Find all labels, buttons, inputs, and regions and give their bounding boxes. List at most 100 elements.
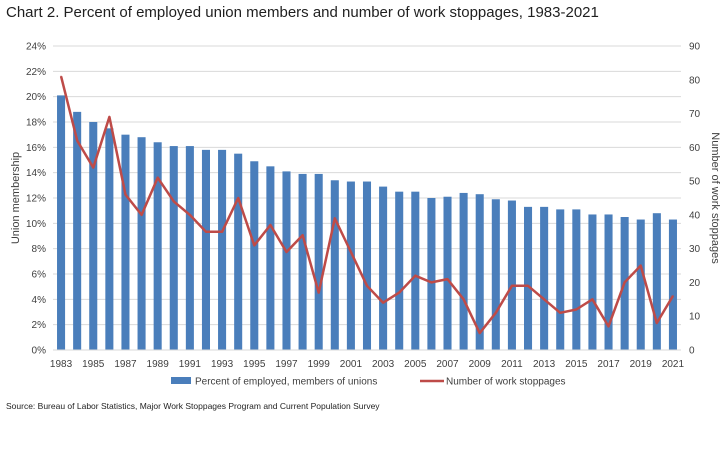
bar [411, 191, 420, 350]
legend-line-label: Number of work stoppages [446, 377, 566, 388]
line-point [140, 214, 143, 216]
y-tick-label: 22% [26, 67, 46, 78]
line-point [124, 193, 127, 196]
y-tick-label: 10% [26, 219, 46, 230]
source-note: Source: Bureau of Labor Statistics, Majo… [6, 401, 380, 411]
bar [652, 213, 661, 350]
bar [540, 206, 549, 350]
x-tick-label: 2019 [630, 359, 653, 370]
line-point [559, 312, 562, 314]
x-tick-label: 1995 [243, 359, 266, 370]
legend-bar-label: Percent of employed, members of unions [195, 377, 377, 388]
x-tick-label: 1999 [308, 359, 331, 370]
y-tick-label: 18% [26, 118, 46, 129]
bar [298, 173, 307, 350]
bar [636, 219, 645, 350]
x-tick-label: 2013 [533, 359, 556, 370]
bar [459, 192, 468, 350]
bar [524, 206, 533, 350]
y2-tick-label: 10 [689, 312, 701, 323]
line-point [108, 116, 111, 118]
line-point [366, 285, 368, 287]
line-point [156, 176, 159, 179]
bar [266, 166, 275, 350]
x-tick-label: 1997 [275, 359, 298, 370]
bar [427, 198, 436, 350]
bar [443, 196, 452, 350]
bar [153, 142, 162, 350]
x-tick-label: 1987 [114, 359, 137, 370]
line-point [462, 298, 465, 301]
bar [169, 146, 178, 350]
y-tick-label: 20% [26, 92, 46, 103]
line-point [189, 214, 191, 216]
bar [379, 186, 388, 350]
line-point [269, 224, 272, 226]
bar [668, 219, 677, 350]
y-tick-label: 8% [32, 244, 47, 255]
line-point [205, 230, 207, 233]
x-tick-label: 2017 [597, 359, 620, 370]
line-point [575, 308, 578, 311]
y-tick-label: 14% [26, 168, 46, 179]
bar [89, 122, 98, 350]
bar [282, 171, 291, 350]
line-point [414, 274, 417, 277]
y-tick-label: 16% [26, 143, 46, 154]
bar [330, 180, 339, 350]
bar [491, 199, 500, 350]
x-tick-label: 2011 [501, 359, 523, 370]
y-axis-title: Union membership [10, 152, 22, 244]
chart-title: Chart 2. Percent of employed union membe… [6, 4, 599, 21]
bar [556, 209, 565, 350]
bar [73, 111, 82, 350]
y2-tick-label: 70 [689, 109, 701, 120]
line-point [623, 281, 626, 284]
x-tick-label: 2003 [372, 359, 395, 370]
line-point [478, 332, 481, 334]
line-point [237, 197, 239, 199]
bar [395, 191, 404, 350]
x-tick-label: 1991 [179, 359, 202, 370]
line-point [446, 278, 449, 280]
x-tick-label: 2005 [404, 359, 427, 370]
line-point [672, 295, 674, 297]
legend-bar-swatch [171, 377, 191, 384]
bar [507, 200, 516, 350]
bar [604, 214, 613, 350]
line-point [639, 264, 642, 267]
line-point [221, 230, 223, 233]
line-point [172, 200, 175, 203]
line-point [607, 325, 610, 328]
bar [121, 134, 130, 350]
bar [185, 146, 194, 350]
bar [137, 137, 146, 350]
x-tick-label: 2007 [436, 359, 459, 370]
y2-tick-label: 30 [689, 244, 701, 255]
line-point [511, 285, 513, 287]
line-point [333, 217, 336, 220]
x-tick-label: 2021 [662, 359, 685, 370]
line-point [92, 166, 95, 169]
y-tick-label: 6% [32, 270, 47, 281]
y2-tick-label: 40 [689, 210, 701, 221]
bar-series [57, 95, 677, 351]
bar [588, 214, 597, 350]
bar [105, 128, 114, 350]
x-tick-label: 1989 [147, 359, 170, 370]
line-point [591, 298, 594, 301]
line-point [398, 291, 401, 294]
line-point [301, 234, 304, 236]
line-series [59, 75, 674, 335]
bar [572, 209, 581, 350]
x-tick-label: 1983 [50, 359, 73, 370]
bar [346, 181, 355, 350]
line-point [285, 251, 288, 253]
axes: 0% 2% 4% 6% 8% 10% 12% 14% 16% 18% 20% 22% 24% 0 10 20 3… [10, 42, 720, 371]
line-point [656, 322, 658, 324]
y2-axis-title: Number of work stoppages [709, 132, 720, 264]
bar [362, 181, 372, 350]
y-tick-label: 24% [26, 42, 46, 53]
bar [250, 161, 259, 350]
line-point [430, 281, 433, 284]
